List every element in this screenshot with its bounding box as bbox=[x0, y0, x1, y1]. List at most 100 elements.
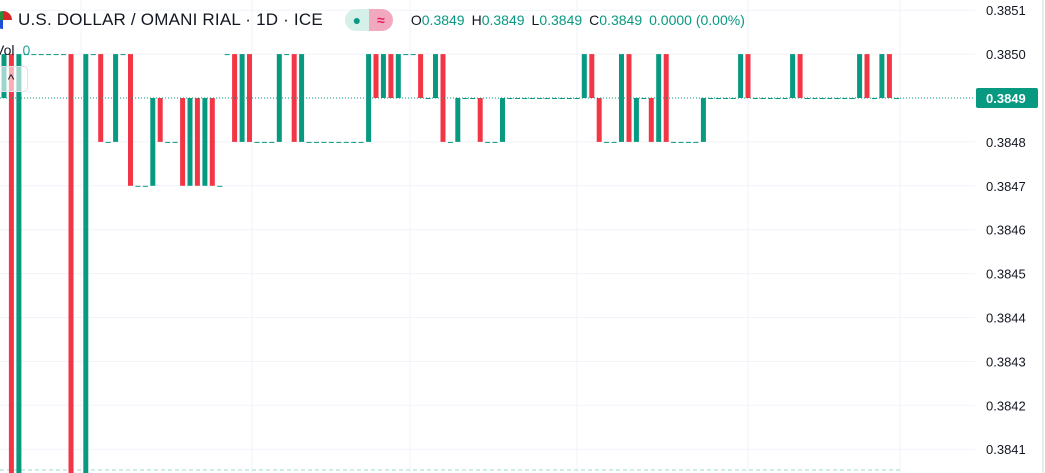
candle-flat bbox=[514, 98, 520, 99]
close-label: C bbox=[589, 12, 600, 28]
status-toggle[interactable]: ● ≈ bbox=[344, 9, 393, 31]
candle-up bbox=[380, 54, 386, 98]
market-open-dot-icon[interactable]: ● bbox=[344, 9, 369, 31]
price-tick-label: 0.3843 bbox=[986, 354, 1026, 369]
candle-flat bbox=[261, 141, 267, 143]
candle-up bbox=[879, 54, 885, 98]
candle-up bbox=[366, 54, 372, 142]
candle-flat bbox=[306, 141, 312, 143]
price-axis[interactable]: 0.3851 0.3850 0.3848 0.3847 0.3846 0.3845 0.38… bbox=[986, 0, 1044, 473]
candle-flat bbox=[90, 54, 96, 56]
candle-flat bbox=[142, 185, 148, 187]
candle-down bbox=[418, 54, 424, 98]
symbol-title[interactable]: U.S. DOLLAR / OMANI RIAL · 1D · ICE bbox=[18, 10, 323, 29]
candle-flat bbox=[782, 98, 788, 99]
delayed-data-icon[interactable]: ≈ bbox=[368, 9, 393, 31]
candle-flat bbox=[842, 98, 848, 99]
candle-flat bbox=[165, 141, 171, 143]
candle-up bbox=[16, 54, 22, 473]
candle-up bbox=[202, 98, 208, 186]
candle-flat bbox=[827, 98, 833, 99]
candle-flat bbox=[566, 98, 572, 99]
candle-flat bbox=[715, 98, 721, 99]
candle-down bbox=[797, 54, 803, 98]
candle-flat bbox=[537, 98, 543, 99]
candle-down bbox=[626, 54, 632, 142]
candle-flat bbox=[752, 98, 758, 99]
candle-up bbox=[433, 54, 438, 98]
candle-down bbox=[648, 98, 654, 142]
candle-flat bbox=[23, 54, 29, 56]
price-tick-label: 0.3841 bbox=[986, 442, 1026, 457]
candle-flat bbox=[224, 54, 230, 56]
candle-flat bbox=[254, 141, 260, 143]
candle-flat bbox=[470, 98, 476, 99]
candle-flat bbox=[53, 54, 59, 56]
price-tick-label: 0.3846 bbox=[986, 223, 1026, 238]
volume-legend: Vol 0 bbox=[0, 42, 30, 58]
candle-flat bbox=[314, 141, 319, 143]
candle-down bbox=[373, 54, 379, 98]
candle-up bbox=[187, 98, 193, 186]
candle-flat bbox=[872, 98, 877, 99]
candle-flat bbox=[38, 54, 44, 56]
close-value: 0.3849 bbox=[599, 12, 643, 28]
candle-flat bbox=[284, 54, 290, 56]
last-price-badge: 0.3849 bbox=[976, 88, 1038, 108]
change-value: 0.0000 (0.00%) bbox=[649, 12, 745, 28]
candle-up bbox=[83, 54, 89, 473]
candle-flat bbox=[135, 185, 141, 187]
low-value: 0.3849 bbox=[539, 12, 583, 28]
candle-flat bbox=[552, 98, 558, 99]
collapse-legend-button[interactable]: ^ bbox=[0, 66, 28, 92]
candle-up bbox=[656, 54, 662, 142]
candle-down bbox=[745, 54, 751, 98]
candle-flat bbox=[522, 98, 528, 99]
high-value: 0.3849 bbox=[481, 12, 525, 28]
price-tick-label: 0.3844 bbox=[986, 311, 1026, 326]
candle-flat bbox=[693, 141, 699, 143]
candle-down bbox=[440, 54, 446, 142]
candle-flat bbox=[723, 98, 729, 99]
price-tick-label: 0.3851 bbox=[986, 3, 1026, 18]
candle-flat bbox=[269, 141, 275, 143]
candle-flat bbox=[358, 141, 364, 143]
candle-down bbox=[68, 54, 74, 473]
candle-flat bbox=[410, 54, 416, 56]
candle-flat bbox=[604, 141, 610, 143]
candle-down bbox=[98, 54, 104, 142]
candle-up bbox=[700, 98, 706, 142]
candle-down bbox=[589, 54, 595, 98]
candle-flat bbox=[31, 54, 37, 56]
price-tick-label: 0.3848 bbox=[986, 135, 1026, 150]
candle-down bbox=[157, 98, 163, 142]
candle-up bbox=[790, 54, 796, 98]
candle-flat bbox=[343, 141, 349, 143]
candle-flat bbox=[507, 98, 513, 99]
last-price-badge-text: 0.3849 bbox=[986, 91, 1026, 106]
candle-flat bbox=[485, 141, 491, 143]
candle-flat bbox=[328, 141, 334, 143]
open-value: 0.3849 bbox=[421, 12, 465, 28]
candle-flat bbox=[105, 141, 111, 143]
volume-value: 0 bbox=[22, 42, 31, 58]
candle-flat bbox=[425, 98, 431, 99]
candle-flat bbox=[351, 141, 357, 143]
candles bbox=[1, 54, 900, 473]
candle-flat bbox=[120, 54, 126, 56]
candle-down bbox=[886, 54, 892, 98]
symbol-legend: U.S. DOLLAR / OMANI RIAL · 1D · ICE ● ≈ … bbox=[0, 8, 745, 32]
candle-down bbox=[194, 98, 200, 186]
candle-flat bbox=[767, 98, 773, 99]
candle-flat bbox=[671, 141, 677, 143]
candle-flat bbox=[708, 98, 714, 99]
chevron-up-icon: ^ bbox=[7, 71, 15, 87]
grid bbox=[0, 0, 975, 473]
candle-up bbox=[581, 54, 587, 98]
candle-flat bbox=[336, 141, 342, 143]
low-label: L bbox=[531, 12, 540, 28]
candle-flat bbox=[544, 98, 550, 99]
candle-flat bbox=[172, 141, 178, 143]
candle-up bbox=[395, 54, 401, 98]
